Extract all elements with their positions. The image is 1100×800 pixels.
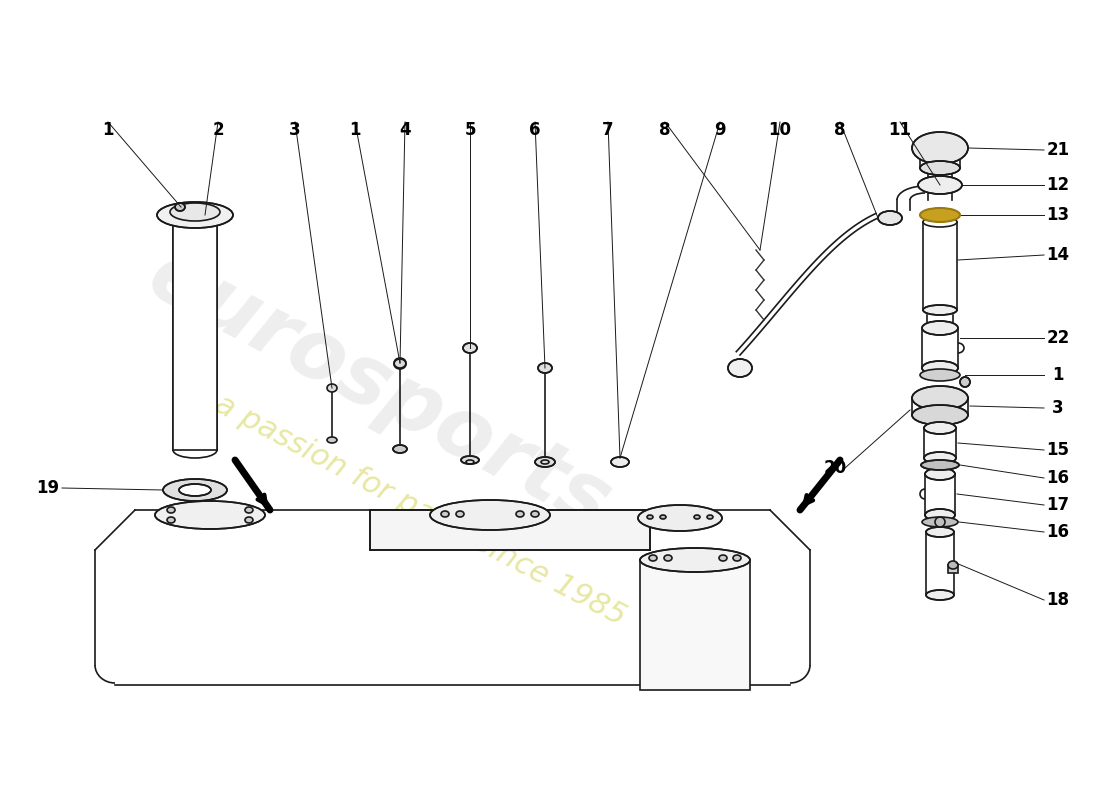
Text: 15: 15: [1046, 441, 1069, 459]
Text: 11: 11: [889, 121, 912, 139]
Ellipse shape: [245, 507, 253, 513]
Ellipse shape: [394, 358, 406, 368]
Ellipse shape: [660, 515, 666, 519]
Ellipse shape: [878, 211, 902, 225]
Ellipse shape: [733, 555, 741, 561]
Ellipse shape: [664, 555, 672, 561]
Ellipse shape: [170, 203, 220, 221]
Ellipse shape: [920, 369, 960, 381]
Ellipse shape: [925, 509, 955, 521]
Text: 22: 22: [1046, 329, 1069, 347]
Ellipse shape: [430, 500, 550, 530]
Text: 7: 7: [602, 121, 614, 139]
Bar: [948, 565, 958, 573]
Ellipse shape: [912, 132, 968, 164]
Ellipse shape: [531, 511, 539, 517]
Ellipse shape: [912, 386, 968, 410]
Ellipse shape: [456, 511, 464, 517]
Ellipse shape: [167, 507, 175, 513]
Text: a passion for parts since 1985: a passion for parts since 1985: [210, 389, 630, 631]
Ellipse shape: [167, 517, 175, 523]
Text: 20: 20: [824, 459, 847, 477]
Ellipse shape: [922, 361, 958, 375]
Text: 2: 2: [212, 121, 223, 139]
Ellipse shape: [920, 208, 960, 222]
Text: 3: 3: [1053, 399, 1064, 417]
Text: 10: 10: [769, 121, 792, 139]
Ellipse shape: [728, 359, 752, 377]
Text: 19: 19: [36, 479, 59, 497]
Ellipse shape: [163, 479, 227, 501]
Ellipse shape: [922, 517, 958, 527]
Ellipse shape: [638, 505, 722, 531]
Ellipse shape: [327, 384, 337, 392]
Text: 3: 3: [289, 121, 300, 139]
Ellipse shape: [393, 445, 407, 453]
Ellipse shape: [175, 203, 185, 211]
Text: 5: 5: [464, 121, 475, 139]
Text: 16: 16: [1046, 469, 1069, 487]
Text: 9: 9: [714, 121, 726, 139]
Text: 21: 21: [1046, 141, 1069, 159]
Text: 8: 8: [659, 121, 671, 139]
Ellipse shape: [948, 561, 958, 569]
Bar: [173, 215, 217, 450]
Ellipse shape: [155, 501, 265, 529]
Text: 6: 6: [529, 121, 541, 139]
Text: 12: 12: [1046, 176, 1069, 194]
Ellipse shape: [463, 343, 477, 353]
Ellipse shape: [535, 457, 556, 467]
Bar: [640, 560, 750, 690]
Ellipse shape: [922, 321, 958, 335]
Text: 4: 4: [399, 121, 410, 139]
Ellipse shape: [912, 405, 968, 425]
Ellipse shape: [924, 422, 956, 434]
Text: 1: 1: [102, 121, 113, 139]
Ellipse shape: [923, 217, 957, 227]
Text: 18: 18: [1046, 591, 1069, 609]
Ellipse shape: [179, 484, 211, 496]
Ellipse shape: [924, 452, 956, 464]
Ellipse shape: [960, 377, 970, 387]
Text: 17: 17: [1046, 496, 1069, 514]
Ellipse shape: [538, 363, 552, 373]
Ellipse shape: [921, 460, 959, 470]
Ellipse shape: [647, 515, 653, 519]
Ellipse shape: [926, 527, 954, 537]
Ellipse shape: [516, 511, 524, 517]
Text: 1: 1: [1053, 366, 1064, 384]
Ellipse shape: [441, 511, 449, 517]
Ellipse shape: [640, 548, 750, 572]
Ellipse shape: [926, 590, 954, 600]
Ellipse shape: [707, 515, 713, 519]
Text: eurosports: eurosports: [135, 234, 625, 546]
Text: 1: 1: [350, 121, 361, 139]
Ellipse shape: [327, 437, 337, 443]
Ellipse shape: [925, 468, 955, 480]
Text: 8: 8: [834, 121, 846, 139]
Bar: [370, 510, 650, 550]
Ellipse shape: [461, 456, 478, 464]
Text: 16: 16: [1046, 523, 1069, 541]
Text: 14: 14: [1046, 246, 1069, 264]
Ellipse shape: [923, 305, 957, 315]
Ellipse shape: [610, 457, 629, 467]
Ellipse shape: [719, 555, 727, 561]
Ellipse shape: [920, 161, 960, 175]
Ellipse shape: [157, 202, 233, 228]
Ellipse shape: [918, 176, 962, 194]
Text: 13: 13: [1046, 206, 1069, 224]
Ellipse shape: [245, 517, 253, 523]
Ellipse shape: [694, 515, 700, 519]
Ellipse shape: [649, 555, 657, 561]
